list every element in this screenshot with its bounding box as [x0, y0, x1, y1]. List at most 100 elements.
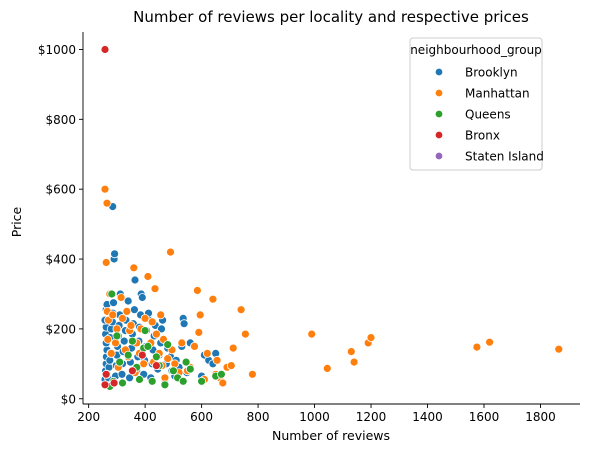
- data-point-manhattan: [166, 247, 175, 257]
- data-point-manhattan: [139, 359, 149, 369]
- x-tick-label: 800: [247, 410, 270, 424]
- data-point-queens: [197, 376, 207, 386]
- data-point-bronx: [137, 350, 147, 360]
- x-tick-label: 1600: [469, 410, 500, 424]
- data-point-queens: [123, 350, 133, 360]
- plot-area: 200 400 600 800 1000 1200 1400 1600 1800 $0 $200 $4…: [38, 32, 580, 424]
- legend-label: Bronx: [465, 129, 500, 143]
- x-axis-label: Number of reviews: [272, 428, 390, 443]
- data-point-brooklyn: [157, 324, 166, 334]
- data-point-manhattan: [307, 329, 317, 339]
- data-point-manhattan: [228, 343, 238, 353]
- data-point-brooklyn: [119, 336, 129, 346]
- data-point-manhattan: [118, 313, 127, 323]
- data-point-manhattan: [129, 263, 139, 273]
- data-point-manhattan: [485, 337, 495, 347]
- data-point-brooklyn: [110, 249, 119, 259]
- data-point-queens: [147, 376, 157, 386]
- data-point-manhattan: [156, 310, 166, 320]
- data-point-bronx: [100, 45, 110, 54]
- data-point-manhattan: [554, 344, 564, 354]
- data-point-queens: [115, 357, 125, 367]
- data-point-queens: [181, 357, 191, 367]
- data-point-queens: [163, 340, 173, 350]
- series-bronx: [100, 45, 161, 390]
- data-point-queens: [168, 366, 178, 376]
- data-point-manhattan: [247, 369, 257, 379]
- data-point-manhattan: [322, 363, 332, 373]
- x-tick-label: 600: [190, 410, 213, 424]
- data-point-bronx: [100, 380, 110, 390]
- data-point-manhattan: [177, 338, 187, 348]
- data-point-manhattan: [208, 294, 218, 304]
- data-point-manhattan: [140, 313, 150, 323]
- data-point-queens: [118, 378, 127, 388]
- data-point-manhattan: [106, 348, 116, 358]
- legend-marker: [434, 151, 444, 161]
- data-point-manhattan: [116, 293, 126, 302]
- legend-marker: [434, 130, 444, 140]
- data-point-queens: [178, 376, 188, 386]
- data-point-manhattan: [349, 357, 359, 367]
- legend-marker: [434, 88, 444, 98]
- data-point-manhattan: [111, 338, 120, 348]
- x-tick-label: 1000: [299, 410, 330, 424]
- x-tick-label: 200: [77, 410, 100, 424]
- data-point-manhattan: [195, 310, 205, 320]
- legend-label: Staten Island: [465, 150, 544, 164]
- data-point-manhattan: [143, 272, 153, 281]
- data-point-queens: [216, 369, 226, 379]
- data-point-manhattan: [366, 333, 376, 343]
- data-point-manhattan: [212, 355, 222, 365]
- data-point-queens: [151, 352, 161, 362]
- data-point-queens: [112, 331, 122, 341]
- data-point-brooklyn: [123, 296, 133, 306]
- data-point-manhattan: [163, 354, 173, 364]
- legend-marker: [434, 109, 444, 119]
- data-point-queens: [135, 375, 144, 384]
- data-point-brooklyn: [117, 369, 127, 379]
- data-point-manhattan: [101, 258, 111, 267]
- data-point-manhattan: [102, 198, 112, 208]
- y-tick-label: $1000: [38, 43, 76, 57]
- data-point-manhattan: [346, 347, 356, 357]
- data-point-manhattan: [236, 305, 246, 315]
- data-point-brooklyn: [179, 319, 189, 329]
- chart-title: Number of reviews per locality and respe…: [133, 8, 529, 26]
- data-point-brooklyn: [109, 298, 118, 308]
- y-tick-label: $600: [45, 183, 76, 197]
- x-tick-label: 1200: [356, 410, 387, 424]
- data-point-bronx: [109, 378, 119, 388]
- data-point-manhattan: [218, 378, 228, 388]
- data-point-queens: [127, 336, 137, 346]
- data-point-manhattan: [126, 320, 136, 330]
- data-point-manhattan: [170, 359, 180, 369]
- data-point-bronx: [101, 369, 111, 379]
- y-tick-label: $400: [45, 253, 76, 267]
- legend-marker: [434, 67, 444, 77]
- data-point-manhattan: [194, 327, 204, 337]
- data-point-manhattan: [103, 334, 113, 344]
- data-point-bronx: [151, 361, 161, 371]
- data-point-manhattan: [202, 348, 212, 358]
- data-point-manhattan: [150, 284, 160, 294]
- data-point-queens: [140, 326, 150, 336]
- data-point-queens: [160, 380, 170, 390]
- data-point-manhattan: [147, 317, 157, 327]
- x-tick-label: 400: [134, 410, 157, 424]
- data-point-queens: [143, 341, 153, 351]
- data-point-queens: [107, 289, 117, 299]
- data-point-manhattan: [190, 341, 199, 351]
- y-axis-label: Price: [9, 206, 24, 237]
- data-point-manhattan: [226, 361, 236, 371]
- x-tick-label: 1800: [525, 410, 556, 424]
- legend-label: Brooklyn: [465, 66, 518, 80]
- data-point-manhattan: [472, 342, 482, 352]
- data-point-manhattan: [122, 306, 132, 316]
- y-tick-label: $800: [45, 113, 76, 127]
- series-manhattan: [100, 184, 564, 388]
- data-point-bronx: [127, 366, 137, 376]
- legend: neighbourhood_group Brooklyn Manhattan Quee…: [409, 37, 544, 171]
- y-tick-label: $200: [45, 322, 76, 336]
